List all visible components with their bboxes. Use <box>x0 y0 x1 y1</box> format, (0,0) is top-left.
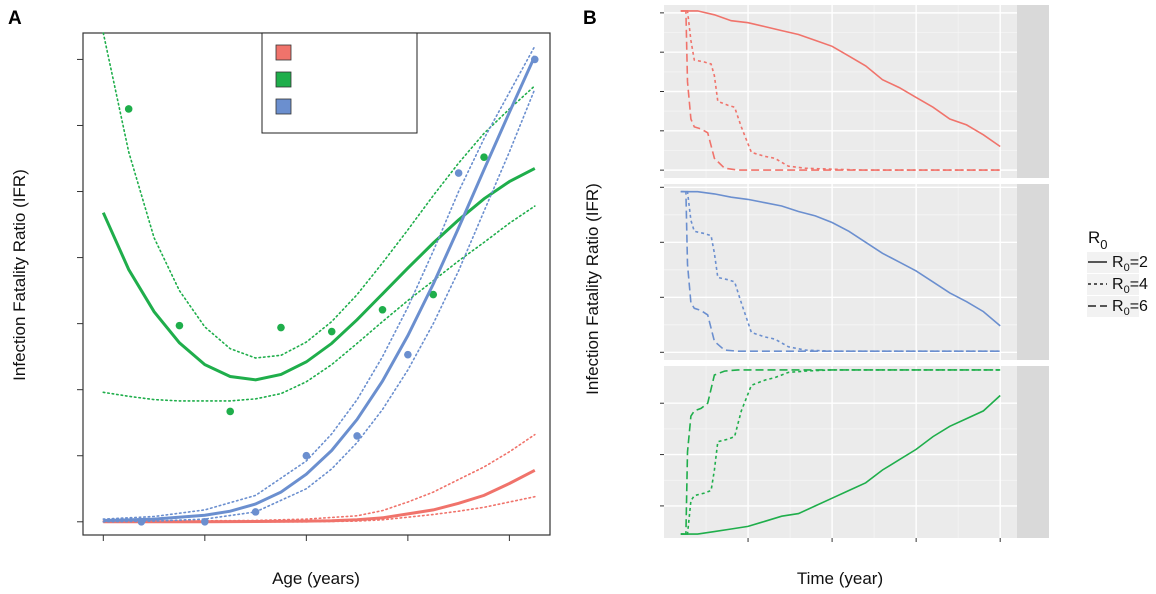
cov-1-data-point <box>137 517 146 526</box>
cov-1-data-point <box>201 517 209 526</box>
facet-1-strip <box>1017 184 1049 360</box>
legend-title: R0 <box>1088 228 1108 252</box>
cov-1-data-point <box>353 432 361 440</box>
facet-1-series-line-r0-6 <box>680 190 1001 352</box>
mers-data-point <box>124 105 133 113</box>
facet-1-series-line-r0-2 <box>680 190 1001 327</box>
legend-entry-label: R0=2 <box>1112 254 1148 274</box>
mers-data-point <box>378 305 387 314</box>
facet-0-series-line-r0-2 <box>680 10 1001 148</box>
cov-1-data-point <box>454 169 463 177</box>
panel-b-y-axis-title: Infection Fatality Ratio (IFR) <box>583 183 602 395</box>
facet-2-series-line-r0-4 <box>680 369 1001 535</box>
facet-2-series-line-r0-2 <box>680 394 1001 535</box>
facet-2-series-line-r0-6 <box>680 369 1001 535</box>
panel-b-label: B <box>583 8 597 29</box>
legend-swatch <box>275 98 292 115</box>
facet-1-panel-background <box>664 184 1017 360</box>
cov-2-fit-line <box>103 468 536 524</box>
panel-b-chart <box>660 5 1049 542</box>
legend-title-base: R <box>1088 228 1100 247</box>
cov-1-upper-bound-line <box>102 45 536 520</box>
facet-0-strip <box>1017 5 1049 178</box>
mers-data-point <box>226 407 235 416</box>
legend-entry-label: R0=4 <box>1112 276 1148 296</box>
cov-1-lower-bound-line <box>102 88 536 523</box>
legend-key-background <box>1087 274 1139 295</box>
panel-a-x-axis-title: Age (years) <box>272 569 360 588</box>
mers-data-point <box>277 323 285 332</box>
cov-1-data-point <box>251 508 260 516</box>
panel-a-chart <box>77 32 551 541</box>
legend-swatch <box>275 71 292 88</box>
panel-a-y-axis-title: Infection Fatality Ratio (IFR) <box>10 169 29 381</box>
legend-key-background <box>1087 252 1139 273</box>
mers-data-point <box>480 153 488 161</box>
cov-1-data-point <box>302 451 311 460</box>
facet-0-series-line-r0-4 <box>680 10 1001 171</box>
mers-data-point <box>175 321 184 330</box>
legend-key-background <box>1087 296 1139 317</box>
panel-b-x-axis-title: Time (year) <box>797 569 883 588</box>
facet-2-strip <box>1017 366 1049 538</box>
legend-title-subscript: 0 <box>1100 237 1107 252</box>
mers-upper-bound-line <box>102 32 536 359</box>
cov-1-data-point <box>404 350 412 359</box>
cov-1-fit-line <box>103 55 537 522</box>
legend-swatch <box>275 44 292 61</box>
legend-entry-label: R0=6 <box>1112 298 1148 318</box>
cov-2-upper-bound-line <box>102 433 536 522</box>
mers-data-point <box>429 290 438 299</box>
facet-0-series-line-r0-6 <box>680 10 1001 171</box>
mers-lower-bound-line <box>102 205 536 402</box>
mers-data-point <box>327 327 336 336</box>
cov-2-lower-bound-line <box>102 495 536 523</box>
panel-a-label: A <box>8 8 22 29</box>
facet-1-series-line-r0-4 <box>680 190 1001 352</box>
cov-1-data-point <box>530 55 539 64</box>
